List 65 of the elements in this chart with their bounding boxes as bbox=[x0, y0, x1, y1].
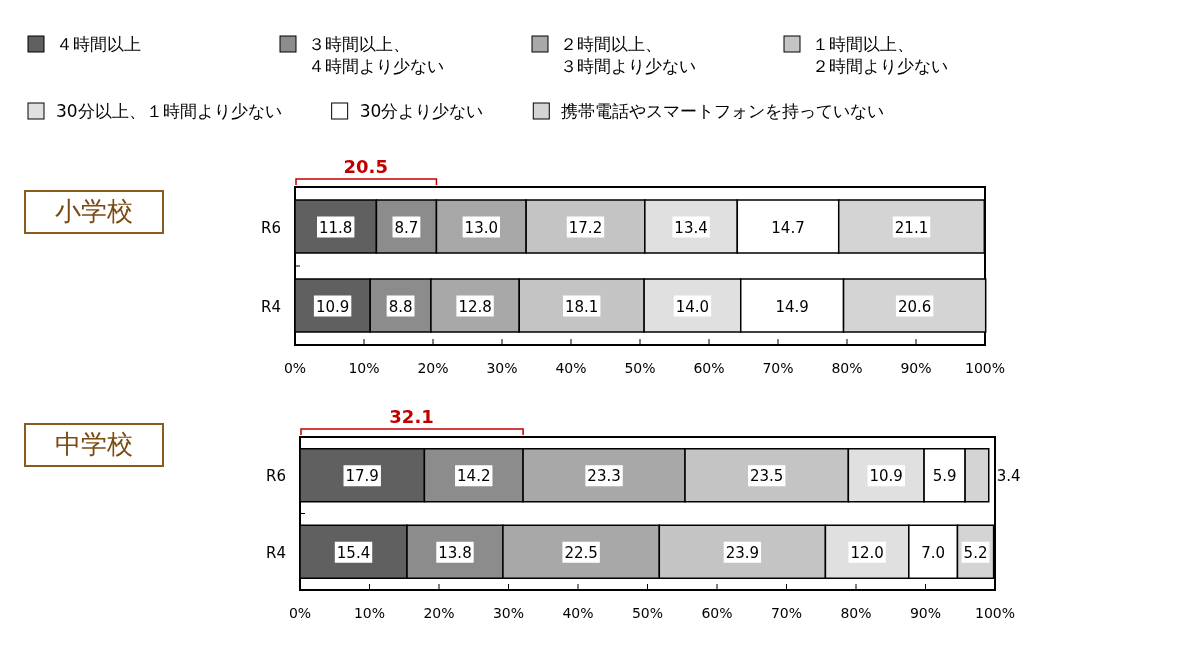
data-label: 23.3 bbox=[587, 467, 621, 486]
data-label: 14.2 bbox=[457, 467, 491, 486]
data-label: 20.6 bbox=[897, 297, 932, 316]
legend-label: ３時間以上、４時間より少ない bbox=[308, 34, 444, 76]
x-tick-label: 100% bbox=[974, 605, 1016, 621]
data-label: 3.4 bbox=[996, 467, 1021, 486]
x-tick-label: 0% bbox=[283, 360, 307, 376]
data-label: 11.8 bbox=[319, 218, 353, 237]
data-label: 14.9 bbox=[775, 297, 809, 316]
x-tick-label: 90% bbox=[900, 360, 932, 376]
data-label: 7.0 bbox=[921, 543, 946, 562]
x-tick-label: 10% bbox=[348, 360, 380, 376]
data-label: 13.4 bbox=[674, 218, 708, 237]
data-label: 23.5 bbox=[749, 467, 784, 486]
x-tick-label: 70% bbox=[770, 605, 803, 621]
data-label: 23.9 bbox=[725, 543, 760, 562]
chart-title: 中学校 bbox=[55, 429, 133, 459]
x-tick-label: 90% bbox=[909, 605, 942, 621]
data-label: 12.0 bbox=[850, 543, 884, 562]
x-tick-label: 70% bbox=[762, 360, 794, 376]
data-label: 17.2 bbox=[568, 218, 603, 237]
text: 20.5 bbox=[343, 156, 388, 177]
data-label: 13.8 bbox=[438, 543, 472, 562]
legend-label: 携帯電話やスマートフォンを持っていない bbox=[561, 101, 885, 121]
x-tick-label: 80% bbox=[831, 360, 863, 376]
y-tick-label: R6 bbox=[261, 218, 281, 237]
data-label: 8.7 bbox=[394, 218, 419, 237]
data-label: 13.0 bbox=[464, 218, 498, 237]
legend-label: 30分以上、１時間より少ない bbox=[56, 101, 282, 121]
y-tick-label: R6 bbox=[266, 467, 286, 486]
data-label: 10.9 bbox=[315, 297, 350, 316]
data-label: 17.9 bbox=[345, 467, 379, 486]
data-label: 5.9 bbox=[932, 467, 957, 486]
x-tick-label: 100% bbox=[964, 360, 1006, 376]
data-label: 12.8 bbox=[458, 297, 492, 316]
x-tick-label: 30% bbox=[486, 360, 518, 376]
data-label: 14.0 bbox=[675, 297, 710, 316]
data-label: 10.9 bbox=[869, 467, 903, 486]
legend-label: ２時間以上、３時間より少ない bbox=[560, 34, 696, 76]
legend-label: 30分より少ない bbox=[359, 101, 484, 121]
x-tick-label: 40% bbox=[555, 360, 587, 376]
text: 32.1 bbox=[389, 406, 434, 427]
data-label: 21.1 bbox=[894, 218, 929, 237]
x-tick-label: 20% bbox=[417, 360, 449, 376]
legend-label: １時間以上、２時間より少ない bbox=[812, 34, 948, 76]
x-tick-label: 50% bbox=[624, 360, 656, 376]
data-label: 22.5 bbox=[564, 543, 598, 562]
y-tick-label: R4 bbox=[261, 297, 281, 316]
data-label: 15.4 bbox=[336, 543, 371, 562]
chart-title: 小学校 bbox=[55, 196, 133, 226]
x-tick-label: 20% bbox=[423, 605, 455, 621]
x-tick-label: 50% bbox=[631, 605, 664, 621]
x-tick-label: 10% bbox=[353, 605, 386, 621]
x-tick-label: 30% bbox=[492, 605, 525, 621]
x-tick-label: 0% bbox=[288, 605, 312, 621]
data-label: 8.8 bbox=[388, 297, 413, 316]
legend-label: ４時間以上 bbox=[56, 34, 141, 54]
x-tick-label: 40% bbox=[562, 605, 594, 621]
y-tick-label: R4 bbox=[266, 543, 286, 562]
x-tick-label: 60% bbox=[701, 605, 733, 621]
x-tick-label: 60% bbox=[693, 360, 725, 376]
x-tick-label: 80% bbox=[840, 605, 872, 621]
data-label: 5.2 bbox=[963, 543, 988, 562]
data-label: 18.1 bbox=[564, 297, 599, 316]
data-label: 14.7 bbox=[771, 218, 805, 237]
